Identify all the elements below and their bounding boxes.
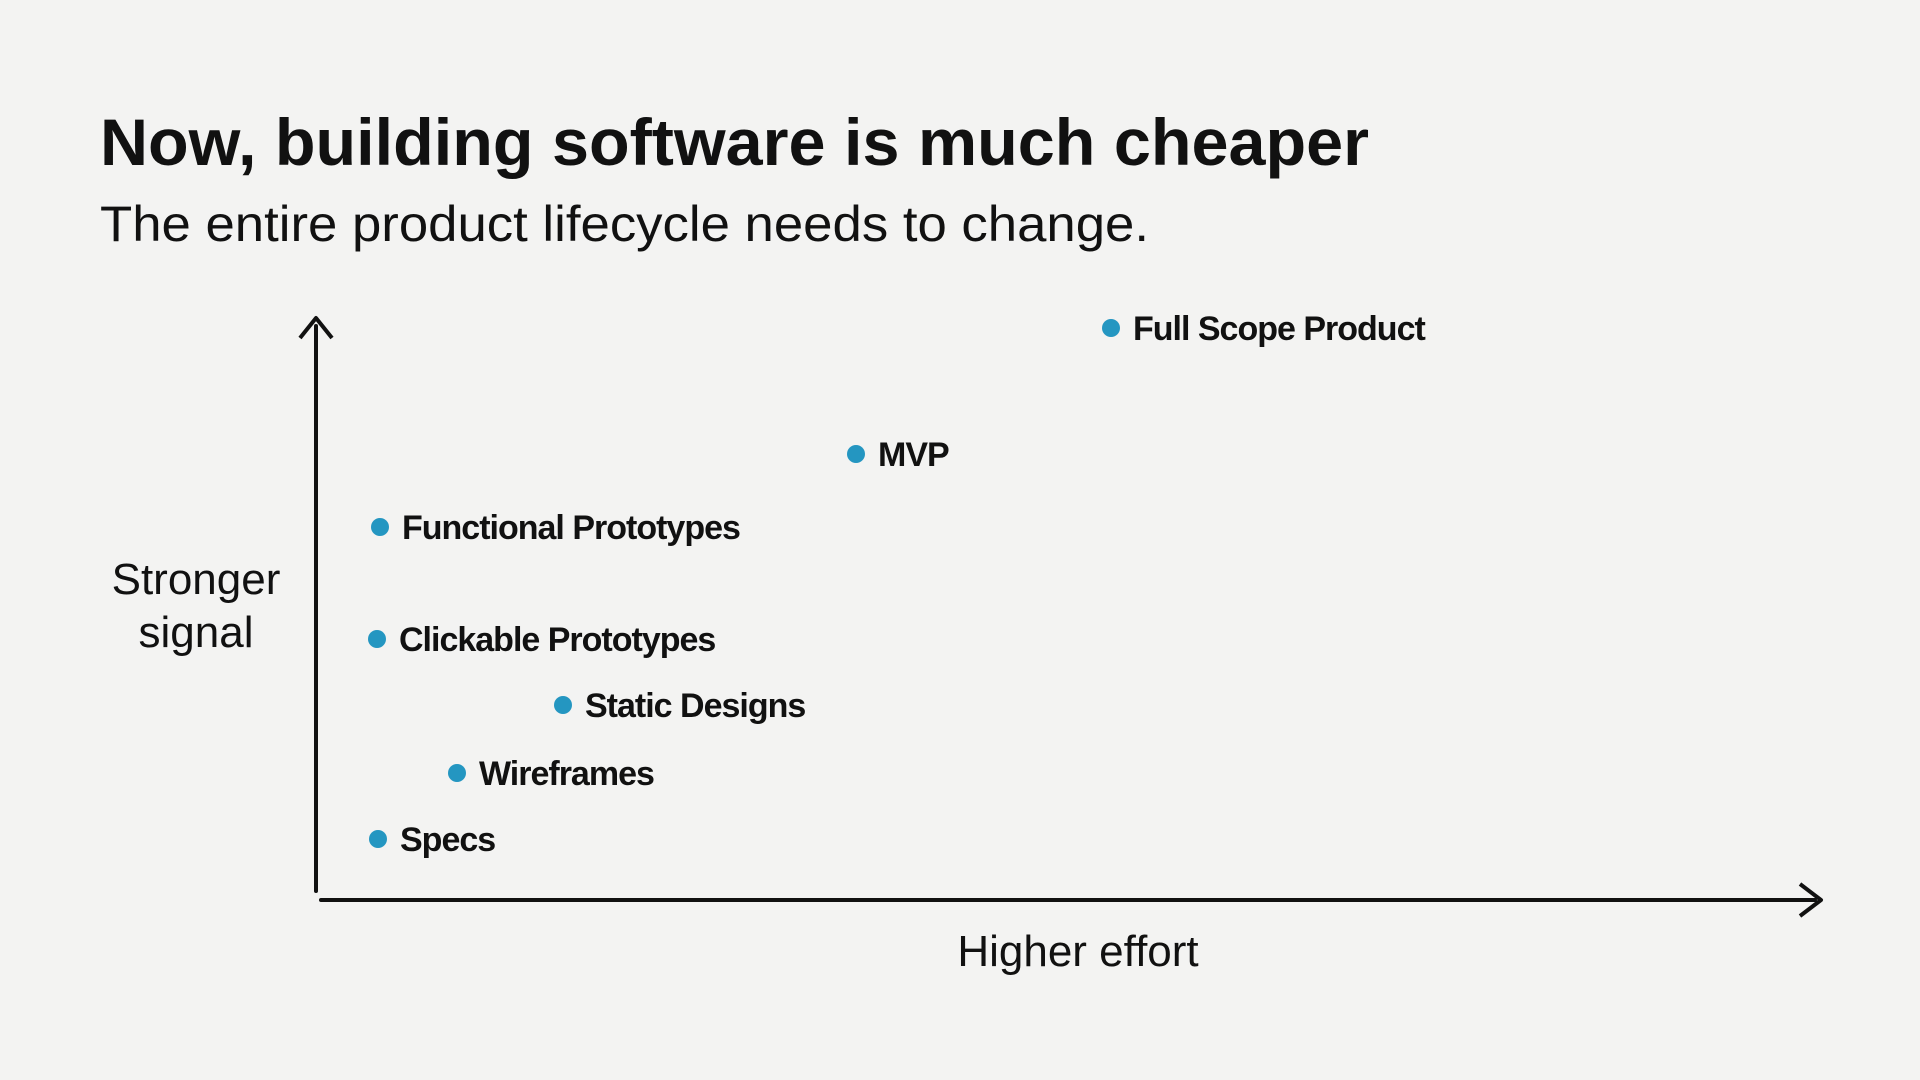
y-axis-arrow [298,316,334,340]
node-label: Clickable Prototypes [399,621,715,659]
node-label: MVP [878,436,949,474]
node-dot [448,764,466,782]
node-dot [368,630,386,648]
node-dot [371,518,389,536]
node-dot [369,830,387,848]
node-label: Static Designs [585,687,805,725]
node-label: Wireframes [479,755,654,793]
node-label: Full Scope Product [1133,310,1425,348]
node-dot [554,696,572,714]
y-axis-label: Stronger [112,555,281,604]
axes [298,316,1823,918]
subtitle: The entire product lifecycle needs to ch… [100,196,1149,252]
node-label: Functional Prototypes [402,509,740,547]
node-dot [1102,319,1120,337]
x-axis-arrow [1798,882,1823,918]
y-axis-label: signal [139,608,254,657]
title: Now, building software is much cheaper [100,105,1369,179]
node-label: Specs [400,821,495,859]
node-dot [847,445,865,463]
x-axis-label: Higher effort [957,927,1198,976]
